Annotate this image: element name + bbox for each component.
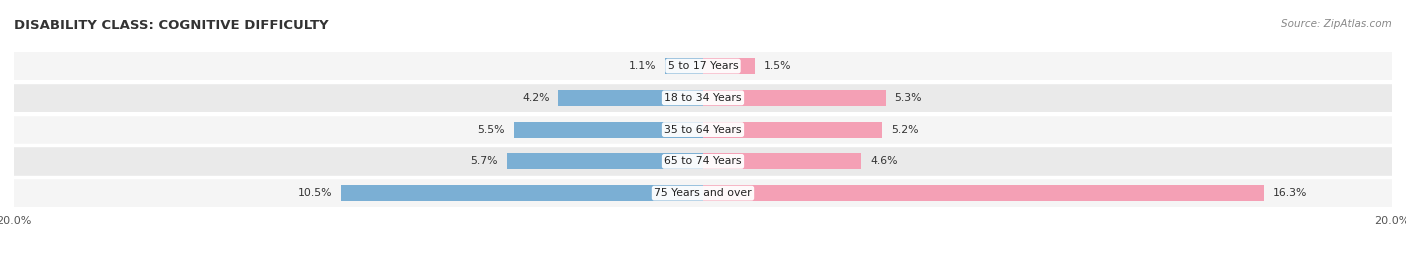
Text: Source: ZipAtlas.com: Source: ZipAtlas.com xyxy=(1281,19,1392,29)
Text: 5 to 17 Years: 5 to 17 Years xyxy=(668,61,738,71)
Text: 18 to 34 Years: 18 to 34 Years xyxy=(664,93,742,103)
Bar xyxy=(665,58,703,74)
Text: 1.1%: 1.1% xyxy=(628,61,657,71)
Text: 5.5%: 5.5% xyxy=(478,124,505,135)
Bar xyxy=(703,58,755,74)
Bar xyxy=(14,52,1392,80)
Bar xyxy=(703,153,862,169)
Bar xyxy=(558,90,703,106)
Text: 5.7%: 5.7% xyxy=(471,156,498,166)
Bar xyxy=(703,122,882,137)
Bar xyxy=(506,153,703,169)
Text: DISABILITY CLASS: COGNITIVE DIFFICULTY: DISABILITY CLASS: COGNITIVE DIFFICULTY xyxy=(14,19,329,32)
Bar xyxy=(703,185,1264,201)
Text: 65 to 74 Years: 65 to 74 Years xyxy=(664,156,742,166)
Text: 5.3%: 5.3% xyxy=(894,93,922,103)
Text: 16.3%: 16.3% xyxy=(1272,188,1308,198)
Text: 75 Years and over: 75 Years and over xyxy=(654,188,752,198)
Bar xyxy=(342,185,703,201)
Legend: Male, Female: Male, Female xyxy=(638,266,768,270)
Bar xyxy=(14,115,1392,144)
Text: 4.2%: 4.2% xyxy=(522,93,550,103)
Bar xyxy=(14,83,1392,112)
Text: 1.5%: 1.5% xyxy=(763,61,790,71)
Bar xyxy=(703,90,886,106)
Bar xyxy=(14,179,1392,207)
Bar xyxy=(14,147,1392,176)
Text: 4.6%: 4.6% xyxy=(870,156,897,166)
Text: 35 to 64 Years: 35 to 64 Years xyxy=(664,124,742,135)
Text: 5.2%: 5.2% xyxy=(891,124,918,135)
Text: 10.5%: 10.5% xyxy=(298,188,333,198)
Bar xyxy=(513,122,703,137)
